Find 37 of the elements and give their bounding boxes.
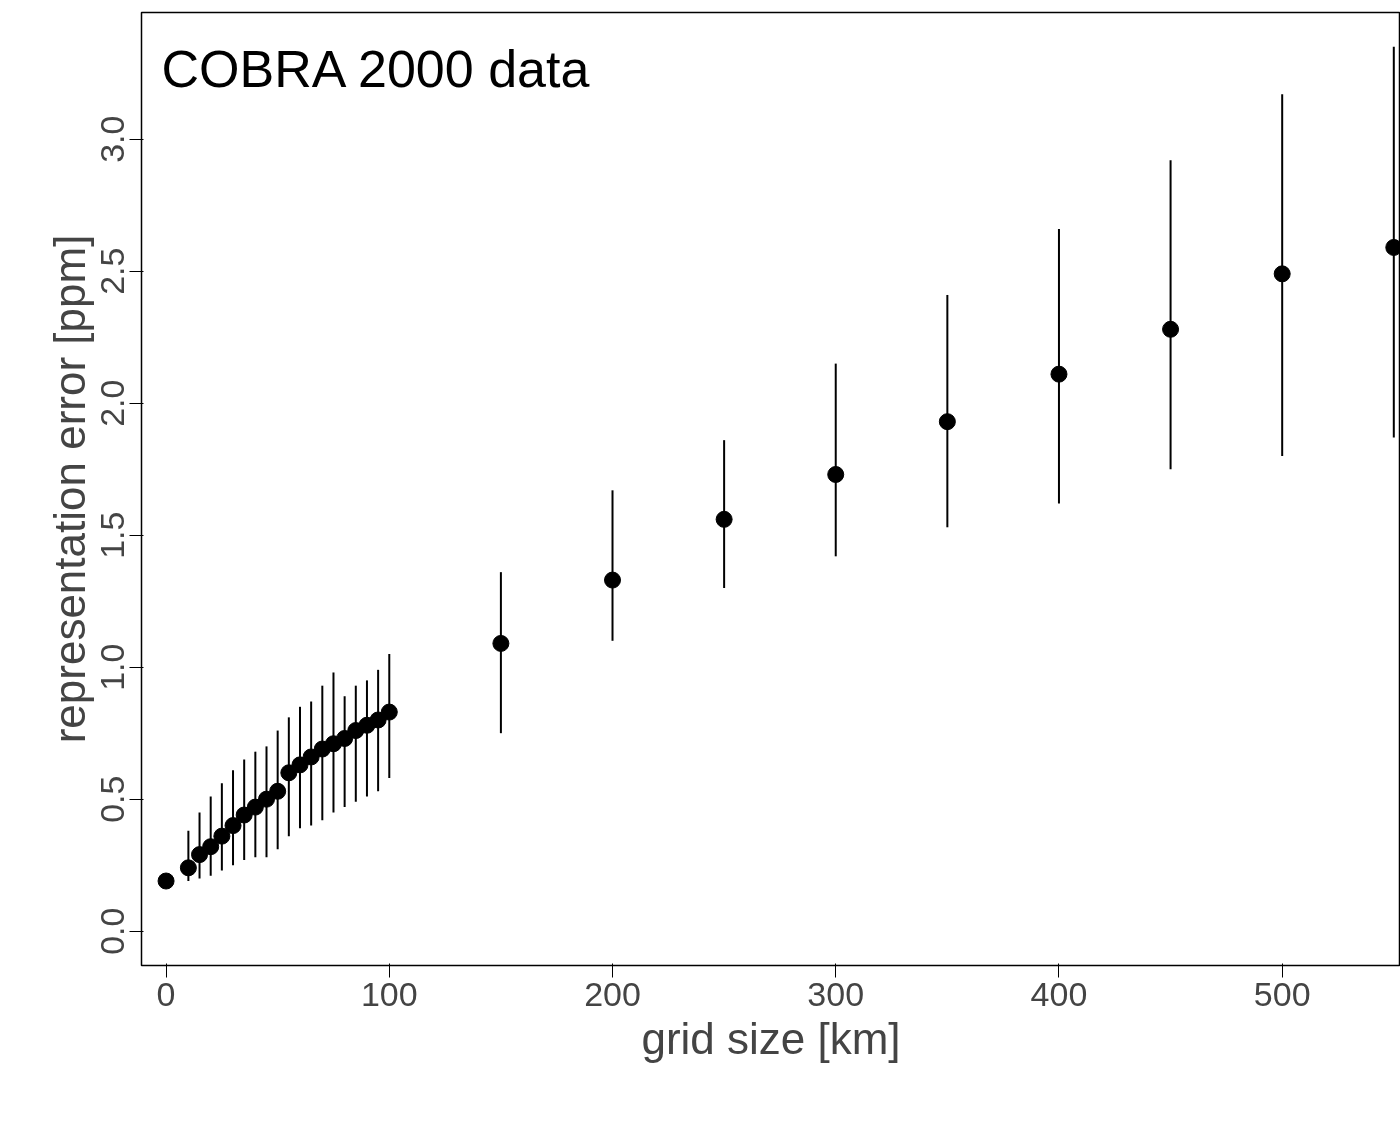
point bbox=[604, 571, 622, 589]
x-tick-label: 300 bbox=[807, 974, 865, 1013]
text: COBRA 2000 data bbox=[161, 39, 590, 98]
point bbox=[380, 703, 398, 721]
point bbox=[235, 806, 253, 824]
point bbox=[715, 510, 733, 528]
y-tick-label: 1.0 bbox=[93, 643, 132, 691]
point bbox=[191, 846, 209, 864]
x-tick-label: 100 bbox=[360, 974, 418, 1013]
point bbox=[213, 827, 231, 845]
y-tick-label: 1.5 bbox=[93, 511, 132, 559]
y-tick-label: 3.0 bbox=[93, 115, 132, 163]
point bbox=[280, 764, 298, 782]
point bbox=[202, 838, 220, 856]
point bbox=[938, 413, 956, 431]
point bbox=[246, 798, 264, 816]
point bbox=[1162, 320, 1180, 338]
point bbox=[492, 634, 510, 652]
point bbox=[827, 466, 845, 483]
y-tick-label: 0.5 bbox=[93, 775, 132, 823]
y-tick-label: 2.0 bbox=[93, 379, 132, 427]
x-axis-title: grid size [km] bbox=[641, 1013, 901, 1063]
point bbox=[224, 817, 242, 835]
y-tick-label: 2.5 bbox=[93, 247, 132, 295]
point bbox=[1273, 265, 1291, 283]
point bbox=[179, 859, 197, 877]
point bbox=[291, 756, 309, 774]
point bbox=[157, 872, 175, 890]
y-tick-label: 0.0 bbox=[93, 907, 132, 955]
y-axis-title: representation error [ppm] bbox=[44, 234, 94, 744]
x-tick-label: 200 bbox=[584, 974, 641, 1013]
x-tick-label: 0 bbox=[156, 974, 176, 1013]
point bbox=[369, 711, 387, 729]
point bbox=[1050, 365, 1068, 383]
point bbox=[269, 782, 287, 800]
x-tick-label: 500 bbox=[1253, 974, 1311, 1013]
x-tick-label: 400 bbox=[1030, 974, 1088, 1013]
